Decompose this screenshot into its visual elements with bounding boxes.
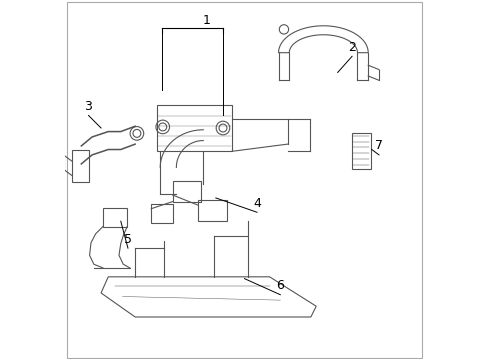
Text: 7: 7 [374,139,382,152]
Text: 6: 6 [276,279,284,292]
Text: 5: 5 [123,233,132,246]
Text: 3: 3 [84,100,92,113]
Text: 4: 4 [253,197,261,210]
Text: 1: 1 [203,14,210,27]
Text: 2: 2 [347,41,355,54]
